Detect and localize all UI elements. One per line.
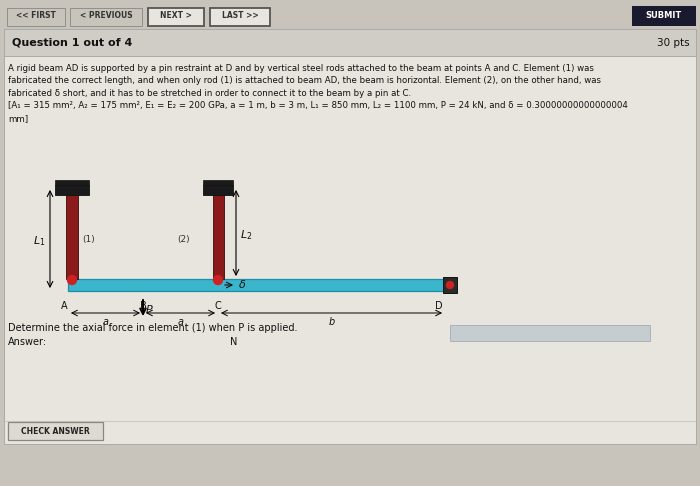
- Text: (2): (2): [177, 235, 190, 244]
- Text: $\delta$: $\delta$: [238, 278, 246, 290]
- Text: A: A: [61, 301, 67, 311]
- Text: b: b: [328, 317, 335, 327]
- Text: $L_2$: $L_2$: [240, 228, 252, 242]
- Text: fabricated δ short, and it has to be stretched in order to connect it to the bea: fabricated δ short, and it has to be str…: [8, 89, 411, 98]
- Text: < PREVIOUS: < PREVIOUS: [80, 12, 132, 20]
- Text: (1): (1): [82, 235, 94, 244]
- Text: P: P: [146, 305, 153, 315]
- Bar: [213, 191, 224, 279]
- Text: Determine the axial force in element (1) when P is applied.: Determine the axial force in element (1)…: [8, 323, 298, 333]
- Bar: [68, 279, 445, 291]
- Text: NEXT >: NEXT >: [160, 12, 192, 20]
- Text: D: D: [435, 301, 443, 311]
- Circle shape: [67, 276, 76, 284]
- Text: Answer:: Answer:: [8, 337, 47, 347]
- Text: $L_1$: $L_1$: [33, 234, 45, 248]
- Bar: [7, 8, 65, 26]
- Bar: [0, 0, 700, 28]
- Circle shape: [214, 276, 223, 284]
- Bar: [70, 8, 142, 26]
- Bar: [148, 8, 204, 26]
- Text: a: a: [178, 317, 183, 327]
- Text: N: N: [230, 337, 237, 347]
- Bar: [203, 185, 233, 195]
- Text: LAST >>: LAST >>: [222, 12, 258, 20]
- Bar: [4, 29, 696, 444]
- Text: 30 pts: 30 pts: [657, 38, 690, 48]
- Text: Question 1 out of 4: Question 1 out of 4: [12, 38, 132, 48]
- Text: A rigid beam AD is supported by a pin restraint at D and by vertical steel rods : A rigid beam AD is supported by a pin re…: [8, 64, 594, 73]
- Bar: [55, 185, 89, 195]
- Bar: [450, 325, 650, 341]
- Text: B: B: [139, 301, 146, 311]
- Bar: [210, 8, 270, 26]
- Text: CHECK ANSWER: CHECK ANSWER: [20, 427, 90, 435]
- Bar: [632, 6, 696, 26]
- Circle shape: [447, 281, 454, 289]
- Text: SUBMIT: SUBMIT: [646, 12, 682, 20]
- Text: [A₁ = 315 mm², A₂ = 175 mm², E₁ = E₂ = 200 GPa, a = 1 m, b = 3 m, L₁ = 850 mm, L: [A₁ = 315 mm², A₂ = 175 mm², E₁ = E₂ = 2…: [8, 102, 628, 110]
- Bar: [55, 180, 89, 185]
- Bar: [4, 29, 696, 56]
- Text: a: a: [102, 317, 108, 327]
- Text: << FIRST: << FIRST: [16, 12, 56, 20]
- Text: fabricated the correct length, and when only rod (1) is attached to beam AD, the: fabricated the correct length, and when …: [8, 76, 601, 86]
- Text: C: C: [215, 301, 221, 311]
- Text: mm]: mm]: [8, 114, 28, 123]
- Bar: [8, 422, 103, 440]
- Bar: [443, 277, 457, 293]
- Bar: [66, 191, 78, 279]
- Bar: [203, 180, 233, 185]
